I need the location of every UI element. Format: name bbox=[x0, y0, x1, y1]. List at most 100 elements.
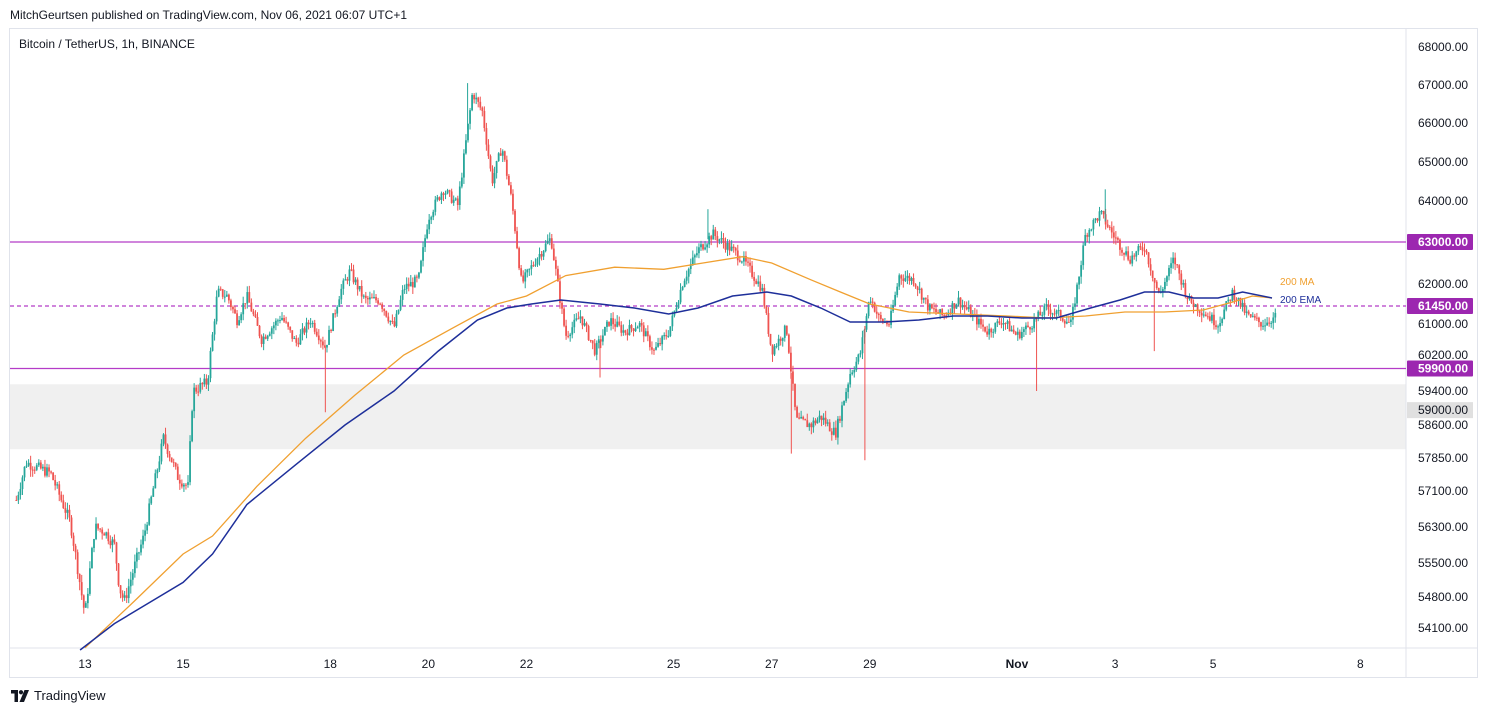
candle-body bbox=[871, 301, 874, 303]
candle-body bbox=[557, 268, 559, 282]
candle-body bbox=[317, 335, 320, 341]
candle-body bbox=[142, 535, 144, 545]
candle-body bbox=[346, 279, 349, 281]
candle-body bbox=[924, 297, 927, 300]
candle-body bbox=[1190, 296, 1193, 303]
candle-body bbox=[599, 339, 602, 342]
candle-body bbox=[591, 340, 594, 344]
candle-body bbox=[718, 239, 721, 241]
candle-body bbox=[21, 477, 24, 490]
candle-body bbox=[448, 190, 451, 192]
candle-body bbox=[1112, 232, 1115, 238]
candle-body bbox=[467, 123, 469, 141]
candle-body bbox=[1114, 237, 1117, 239]
price-tick-label: 59400.00 bbox=[1418, 384, 1468, 398]
candle-body bbox=[518, 248, 520, 269]
candle-body bbox=[843, 400, 845, 406]
candle-body bbox=[1198, 311, 1201, 313]
candle-body bbox=[951, 303, 954, 314]
candle-body bbox=[432, 211, 435, 218]
candle-body bbox=[681, 286, 684, 290]
candle-body bbox=[115, 542, 118, 564]
zone-price-tag bbox=[1407, 402, 1473, 419]
candle-body bbox=[1033, 319, 1036, 329]
candle-body bbox=[436, 197, 439, 200]
candle-body bbox=[377, 300, 379, 304]
candle-body bbox=[522, 275, 525, 282]
legend-ma-label: 200 MA bbox=[1280, 277, 1315, 288]
candle-body bbox=[344, 279, 347, 281]
candle-body bbox=[910, 278, 913, 281]
candle-body bbox=[906, 275, 909, 278]
candle-body bbox=[246, 292, 249, 304]
candle-body bbox=[1096, 218, 1099, 221]
candle-body bbox=[1270, 322, 1273, 324]
candle-body bbox=[1053, 313, 1056, 315]
candle-body bbox=[426, 229, 429, 239]
time-tick-label: 20 bbox=[422, 657, 436, 671]
ma-200-line bbox=[84, 256, 1273, 649]
candle-body bbox=[279, 320, 281, 322]
candle-body bbox=[178, 479, 181, 484]
candle-body bbox=[722, 238, 725, 243]
candle-body bbox=[548, 238, 551, 241]
candle-body bbox=[614, 324, 617, 327]
candle-body bbox=[530, 265, 533, 269]
candle-body bbox=[1098, 211, 1101, 221]
candle-body bbox=[119, 585, 122, 594]
candle-body bbox=[340, 288, 343, 300]
candle-body bbox=[195, 387, 198, 392]
candle-body bbox=[526, 269, 529, 273]
candle-body bbox=[659, 342, 662, 345]
candle-body bbox=[1027, 325, 1029, 328]
candle-body bbox=[281, 317, 283, 321]
candle-body bbox=[450, 191, 453, 203]
candle-body bbox=[236, 313, 238, 326]
candle-body bbox=[497, 153, 500, 162]
candle-body bbox=[501, 151, 504, 156]
candle-body bbox=[573, 319, 576, 328]
candle-body bbox=[334, 313, 337, 315]
candle-body bbox=[1029, 327, 1031, 330]
candle-body bbox=[507, 175, 510, 186]
candle-body bbox=[465, 140, 467, 154]
candle-body bbox=[189, 441, 191, 483]
candle-body bbox=[1043, 305, 1046, 315]
candle-body bbox=[636, 326, 639, 329]
candle-body bbox=[183, 484, 185, 487]
candle-body bbox=[986, 331, 989, 335]
candle-body bbox=[857, 354, 860, 362]
candle-body bbox=[783, 325, 786, 338]
candle-body bbox=[319, 340, 322, 342]
candle-body bbox=[532, 265, 535, 267]
candle-body bbox=[683, 280, 686, 287]
footer-brand[interactable]: TradingView bbox=[11, 688, 106, 703]
candle-body bbox=[634, 328, 637, 331]
candle-body bbox=[93, 539, 95, 549]
candle-body bbox=[56, 484, 59, 486]
candle-body bbox=[879, 315, 882, 320]
candle-body bbox=[221, 289, 224, 297]
candle-body bbox=[1037, 311, 1040, 319]
candle-body bbox=[342, 280, 345, 289]
candle-body bbox=[1074, 303, 1076, 307]
candle-body bbox=[704, 247, 706, 250]
candle-body bbox=[546, 240, 549, 244]
candle-body bbox=[873, 302, 876, 312]
candle-body bbox=[665, 335, 668, 337]
candle-body bbox=[765, 306, 768, 314]
candle-body bbox=[307, 322, 310, 325]
candle-body bbox=[516, 231, 518, 249]
candle-body bbox=[356, 279, 359, 290]
candle-body bbox=[771, 344, 774, 355]
candle-body bbox=[452, 199, 455, 203]
candle-body bbox=[101, 529, 104, 534]
candle-body bbox=[1025, 325, 1027, 330]
candle-body bbox=[29, 462, 32, 470]
footer-brand-label: TradingView bbox=[34, 688, 106, 703]
candle-body bbox=[912, 278, 915, 285]
candle-body bbox=[287, 322, 290, 327]
candle-body bbox=[738, 260, 741, 262]
candle-body bbox=[397, 309, 400, 314]
